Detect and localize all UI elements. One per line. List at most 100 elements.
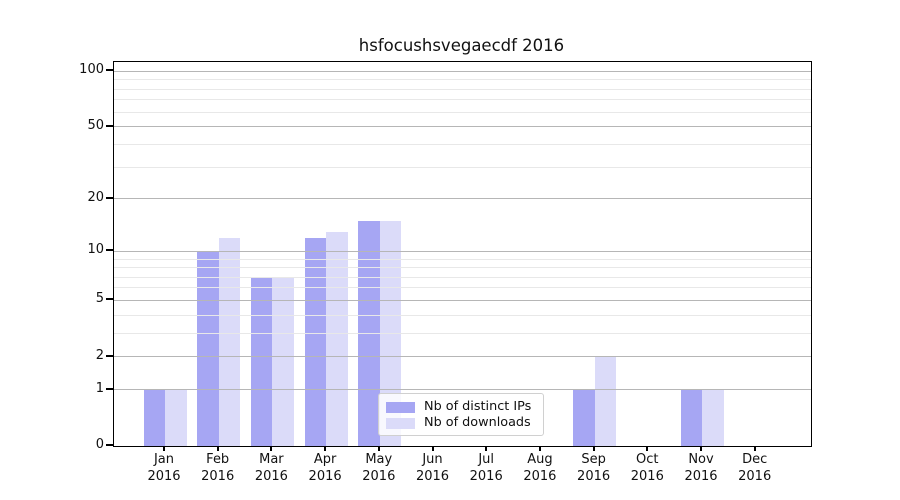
x-tick-mark (538, 446, 541, 451)
grid-line-minor (114, 287, 811, 289)
x-tick-year: 2016 (201, 468, 235, 484)
legend-swatch-downloads (386, 417, 415, 429)
grid-line-major (114, 198, 811, 200)
x-tick-year: 2016 (738, 468, 772, 484)
x-axis-tick-label: Apr 2016 (290, 452, 360, 485)
y-tick-mark (106, 124, 113, 127)
grid-line-major (114, 389, 811, 391)
grid-line-major (114, 126, 811, 128)
grid-line-major (114, 70, 811, 72)
x-tick-year: 2016 (308, 468, 342, 484)
x-axis-tick-label: Mar 2016 (236, 452, 306, 485)
y-axis-tick-label: 0 (95, 437, 104, 452)
x-axis-tick-label: Dec 2016 (720, 452, 790, 485)
bar-nov-downloads (702, 389, 724, 446)
y-axis-tick-label: 50 (87, 117, 104, 133)
x-tick-month: Sep (581, 452, 606, 467)
x-axis-tick-label: Jan 2016 (129, 452, 199, 485)
x-tick-mark (485, 446, 488, 451)
x-axis-tick-label: Feb 2016 (183, 452, 253, 485)
grid-line-minor (114, 88, 811, 90)
y-tick-mark (106, 354, 113, 357)
bar-sep-downloads (594, 356, 617, 446)
x-tick-mark (163, 446, 165, 451)
bar-feb-downloads (218, 237, 241, 446)
x-axis-tick-label: Sep 2016 (559, 452, 629, 485)
y-axis-tick-label: 10 (87, 242, 104, 258)
x-tick-year: 2016 (630, 468, 664, 484)
y-axis-tick-label: 2 (95, 347, 104, 363)
x-tick-month: Jul (478, 452, 495, 467)
x-tick-mark (270, 446, 273, 451)
x-tick-month: Aug (527, 452, 553, 467)
bar-mar-distinct-ips (250, 277, 273, 446)
chart-title: hsfocushsvegaecdf 2016 (358, 36, 565, 55)
x-tick-year: 2016 (523, 468, 557, 484)
x-tick-year: 2016 (469, 468, 503, 484)
y-axis-tick-label: 20 (87, 189, 104, 205)
x-axis-tick-label: Oct 2016 (612, 452, 682, 485)
bar-nov-distinct-ips (680, 389, 702, 446)
x-axis-tick-label: Jun 2016 (398, 452, 468, 485)
y-axis-tick-label: 100 (79, 62, 104, 78)
x-tick-year: 2016 (254, 468, 288, 484)
grid-line-minor (114, 276, 811, 278)
x-tick-month: Jan (153, 452, 175, 467)
x-tick-month: Oct (636, 452, 659, 467)
y-tick-mark (106, 196, 113, 199)
grid-line-minor (114, 99, 811, 101)
grid-line-minor (114, 111, 811, 113)
grid-line-minor (114, 143, 811, 145)
bar-jan-distinct-ips (143, 389, 165, 446)
legend-item: Nb of distinct IPs (386, 399, 535, 415)
grid-line-minor (114, 332, 811, 334)
legend-label: Nb of downloads (424, 415, 531, 430)
y-tick-mark (106, 69, 113, 72)
bar-feb-distinct-ips (197, 251, 219, 446)
y-tick-mark (106, 444, 113, 446)
legend-item: Nb of downloads (386, 415, 535, 431)
bar-jan-downloads (165, 389, 187, 446)
grid-line-minor (114, 79, 811, 81)
grid-line-minor (114, 166, 811, 168)
x-tick-mark (377, 446, 380, 451)
y-tick-mark (106, 387, 113, 390)
y-tick-mark (106, 298, 113, 301)
grid-line-major (114, 299, 811, 301)
x-tick-year: 2016 (362, 468, 396, 484)
x-tick-month: Jun (422, 452, 443, 467)
x-axis-tick-label: Nov 2016 (666, 452, 736, 485)
grid-line-minor (114, 314, 811, 316)
legend-label: Nb of distinct IPs (424, 399, 532, 414)
x-tick-year: 2016 (147, 468, 181, 484)
plot-area: Nb of distinct IPs Nb of downloads (113, 61, 812, 447)
bar-sep-distinct-ips (573, 389, 595, 446)
x-tick-year: 2016 (415, 468, 450, 484)
x-tick-mark (431, 446, 434, 451)
x-tick-year: 2016 (577, 468, 611, 484)
grid-line-major (114, 356, 811, 358)
y-tick-mark (106, 249, 113, 252)
grid-line-minor (114, 267, 811, 269)
x-tick-month: May (365, 452, 393, 467)
y-axis-tick-label: 5 (95, 291, 104, 307)
x-tick-month: Nov (688, 452, 714, 467)
legend: Nb of distinct IPs Nb of downloads (378, 393, 544, 436)
x-tick-mark (700, 446, 702, 451)
bar-apr-distinct-ips (304, 237, 327, 446)
x-tick-mark (216, 446, 219, 451)
x-tick-mark (592, 446, 595, 451)
x-axis-tick-label: Aug 2016 (505, 452, 575, 485)
x-axis-tick-label: May 2016 (344, 452, 414, 485)
x-tick-month: Apr (313, 452, 337, 467)
x-tick-month: Mar (259, 452, 284, 467)
legend-swatch-distinct-ips (386, 401, 415, 413)
bar-mar-downloads (272, 277, 294, 446)
grid-line-major (114, 250, 811, 252)
y-axis-tick-label: 1 (95, 380, 104, 396)
x-tick-year: 2016 (684, 468, 718, 484)
x-axis-tick-label: Jul 2016 (451, 452, 521, 485)
bar-apr-downloads (326, 231, 348, 446)
x-tick-mark (324, 446, 327, 451)
